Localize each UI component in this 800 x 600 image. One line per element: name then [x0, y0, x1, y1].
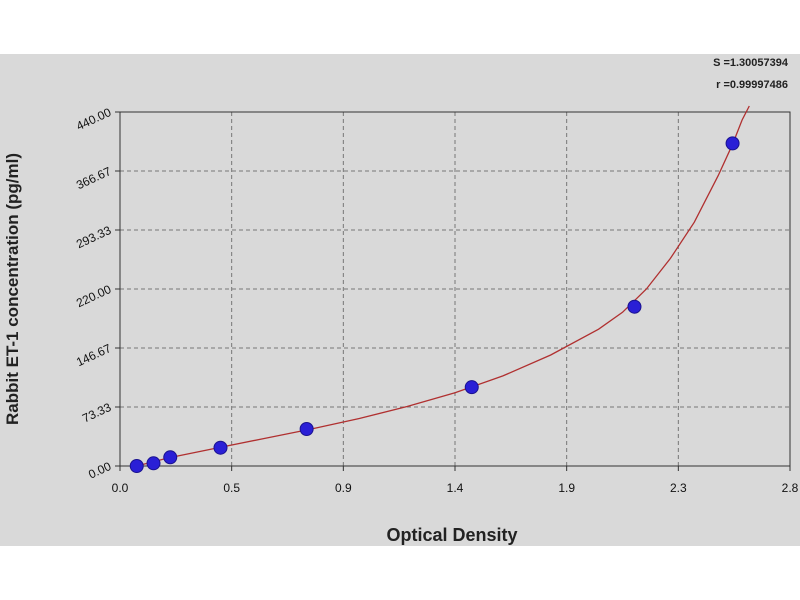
y-tick-label: 293.33 — [74, 223, 113, 251]
grid-lines — [120, 112, 790, 466]
standard-curve-chart: 0.0073.33146.67220.00293.33366.67440.00 … — [3, 57, 799, 545]
y-tick-label: 220.00 — [74, 282, 113, 310]
x-tick-label: 0.0 — [112, 481, 129, 495]
y-tick-label: 146.67 — [74, 341, 113, 369]
x-tick-label: 1.9 — [558, 481, 575, 495]
data-point — [725, 136, 740, 151]
fit-curve — [136, 105, 750, 467]
x-tick-label: 2.8 — [782, 481, 799, 495]
y-axis-title: Rabbit ET-1 concentration (pg/ml) — [3, 153, 22, 425]
chart-background-panel: 0.00 73.33 146.67 220.00 293.33 366.67 440.00 … — [0, 54, 800, 546]
x-tick-label: 0.9 — [335, 481, 352, 495]
data-point — [464, 380, 479, 395]
annotation-r-value: r =0.99997486 — [716, 79, 788, 91]
data-point — [163, 450, 178, 465]
y-tick-label: 366.67 — [74, 164, 113, 192]
annotation-s-value: S =1.30057394 — [713, 57, 789, 69]
data-points — [129, 136, 740, 473]
y-tick-label: 0.00 — [86, 459, 113, 482]
data-point — [627, 299, 642, 314]
data-point — [213, 440, 228, 455]
x-tick-label: 0.5 — [223, 481, 240, 495]
x-tick-label: 2.3 — [670, 481, 687, 495]
data-point — [146, 456, 161, 471]
y-tick-label: 440.00 — [74, 105, 113, 133]
x-tick-label: 1.4 — [447, 481, 464, 495]
data-point — [129, 459, 144, 473]
y-tick-label: 73.33 — [80, 400, 113, 426]
y-axis-ticks: 0.00 73.33 146.67 220.00 293.33 366.67 440.00 — [74, 105, 120, 482]
x-axis-ticks: 0.0 0.5 0.9 1.4 1.9 2.3 2.8 — [112, 466, 799, 495]
x-axis-title: Optical Density — [386, 525, 517, 545]
data-point — [299, 421, 314, 436]
